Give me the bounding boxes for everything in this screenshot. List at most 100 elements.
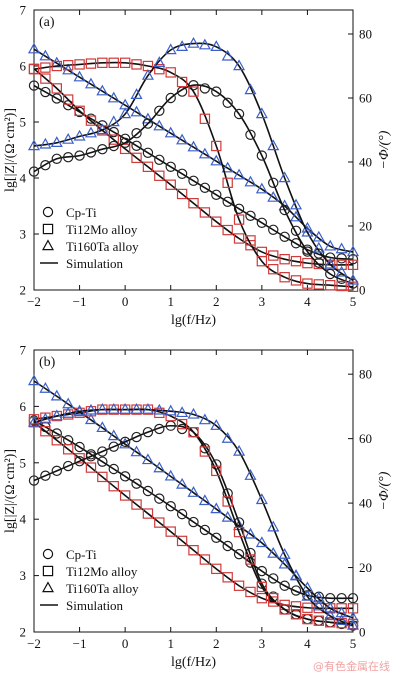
y-right-tick-label: 40 [359,155,372,170]
y-axis-label: lg[|Z|/(Ω·cm²)] [3,108,18,192]
watermark: @有色金属在线 [313,660,390,673]
data-point [108,463,119,475]
legend-label: Cp-Ti [66,205,97,220]
data-point [131,152,142,164]
data-point [233,444,246,456]
x-tick-label: −2 [27,636,41,651]
data-point [28,63,40,75]
data-point [131,431,142,443]
data-point [188,426,199,438]
panel-label: (a) [39,15,55,30]
data-point [221,431,234,443]
data-point [74,441,85,453]
data-point [199,113,211,124]
data-point [50,409,63,421]
data-point [290,225,302,236]
data-point [313,615,325,626]
data-point [210,154,223,166]
data-point [188,516,199,528]
data-point [142,426,154,438]
data-point [245,210,256,221]
y-tick-label: 2 [20,283,27,298]
panel-a: −2 −1 0 1 2 3 4 5 2 3 4 5 6 7 0 20 40 60 80 lg(f/Hz) lg[|Z|/… [3,3,392,329]
data-point [290,255,302,267]
data-point [85,462,97,473]
data-point [176,168,188,179]
data-point [73,129,86,141]
data-point [131,140,142,151]
series-markers [28,57,359,293]
series-markers [27,402,360,630]
data-point [346,245,360,257]
data-point [210,40,223,52]
data-point [27,415,41,427]
data-point [267,520,280,532]
data-point [211,86,222,97]
data-point [268,224,279,235]
data-point [107,429,120,441]
data-point [74,105,85,116]
data-point [256,256,268,267]
y-right-tick-label: 80 [359,27,372,42]
x-tick-label: 3 [259,636,266,651]
data-point [51,83,62,94]
data-point [62,407,75,418]
data-point [96,421,109,433]
data-point [279,272,290,283]
data-point [222,177,233,188]
data-point [222,572,233,583]
data-point [165,501,176,512]
y-right-tick-label: 80 [359,367,372,382]
x-tick-label: 0 [122,294,129,309]
legend-label: Ti12Mo alloy [66,222,138,237]
data-point [279,254,290,265]
data-point [336,253,347,264]
data-point [187,140,200,152]
data-point [165,67,176,78]
data-point [268,592,279,604]
data-point [131,127,142,139]
data-point [131,59,142,70]
data-point [210,502,223,514]
legend-label: Ti160Ta alloy [66,239,139,254]
data-point [97,446,108,457]
data-point [84,77,97,89]
data-point [62,444,74,455]
data-point [221,49,234,61]
data-point [278,171,291,183]
data-point [325,268,336,280]
data-point [244,527,257,539]
data-point [198,38,211,50]
legend-label: Cp-Ti [66,547,97,562]
y-right-tick-label: 20 [359,219,372,234]
data-point [176,188,188,200]
x-tick-label: 3 [259,294,266,309]
data-point [302,602,313,613]
x-tick-label: 5 [350,636,357,651]
data-point [165,92,176,104]
data-point [107,91,120,103]
data-point [222,488,233,499]
data-point [279,231,290,242]
data-point [176,477,189,489]
data-point [154,423,165,435]
data-point [154,63,165,75]
data-point [302,613,313,625]
data-point [324,257,337,269]
data-point [131,499,142,510]
data-point [211,465,222,477]
data-point [324,609,337,621]
data-point [244,83,257,95]
data-point [130,402,143,414]
data-point [176,535,188,547]
data-point [188,545,199,556]
data-point [84,126,97,138]
y-tick-label: 6 [20,59,27,74]
data-point [108,441,119,452]
data-point [39,137,52,149]
data-point [199,182,211,193]
data-point [245,586,256,598]
data-point [211,563,222,575]
data-point [51,428,62,439]
data-point [153,403,166,415]
